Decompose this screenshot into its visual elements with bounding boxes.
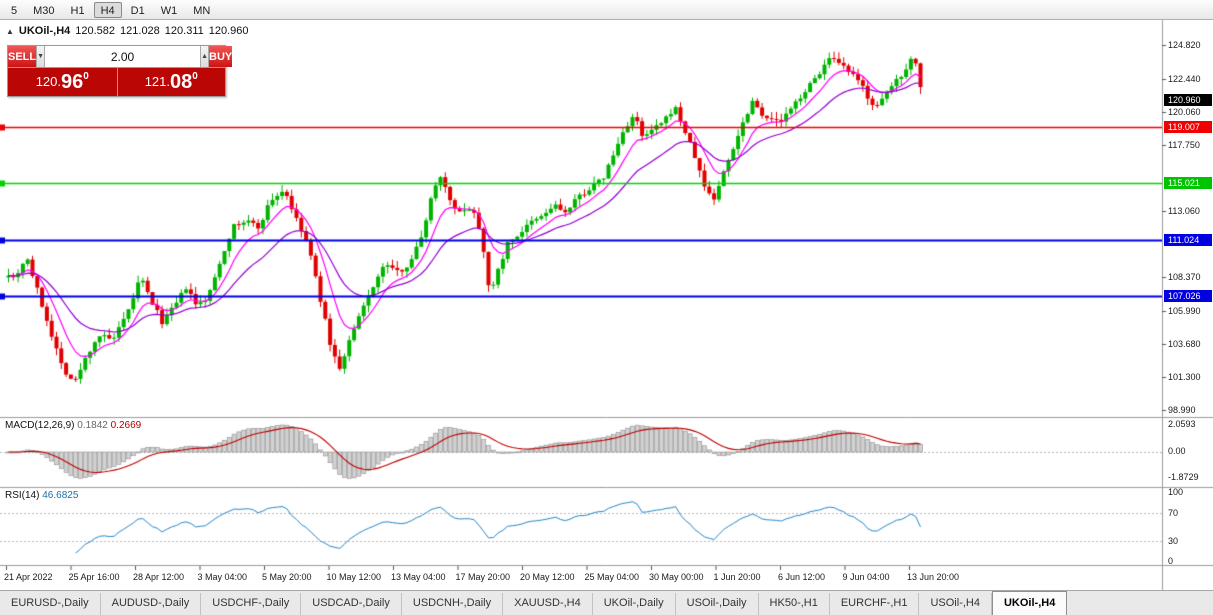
- buy-price-point: 0: [192, 71, 198, 82]
- rsi-axis-label: 70: [1168, 508, 1179, 518]
- macd-signal-value: 0.2669: [110, 420, 142, 431]
- price-axis-label: 103.680: [1168, 338, 1201, 349]
- timeframe-button-w1[interactable]: W1: [160, 4, 178, 17]
- chart-tab-eurusd-daily[interactable]: EURUSD-,Daily: [0, 593, 101, 615]
- price-badge-current: 120.960: [1164, 93, 1212, 106]
- rsi-name: RSI(14): [5, 490, 40, 501]
- time-axis-label: 10 May 12:00: [326, 572, 382, 582]
- time-axis-label: 25 May 04:00: [584, 572, 640, 582]
- timeframe-button-h4[interactable]: H4: [93, 1, 122, 18]
- chart-header: ▲ UKOil-,H4 120.582 121.028 120.311 120.…: [6, 25, 249, 37]
- volume-input[interactable]: [45, 46, 201, 67]
- sell-price-pips: 96: [61, 71, 84, 93]
- price-axis-label: 113.060: [1168, 206, 1200, 217]
- rsi-axis-label: 100: [1168, 487, 1184, 497]
- timeframe-button-d1[interactable]: D1: [130, 4, 145, 17]
- buy-price-figure: 121.: [144, 74, 170, 89]
- chart-symbol-label: UKOil-,H4: [18, 25, 71, 37]
- price-axis-label: 105.990: [1168, 306, 1201, 317]
- chart-tab-hk50-h1[interactable]: HK50-,H1: [759, 593, 830, 615]
- sell-price-figure: 120.: [35, 74, 61, 89]
- ohlc-open: 120.582: [75, 25, 116, 37]
- one-click-trade-panel: SELL ▼ ▲ BUY 120. 96 0 121. 08 0: [7, 45, 233, 97]
- time-axis-label: 30 May 00:00: [649, 572, 704, 582]
- time-axis-label: 25 Apr 16:00: [68, 572, 120, 582]
- price-axis-label: 120.060: [1168, 107, 1201, 118]
- price-badge-blue: 111.024: [1164, 233, 1212, 246]
- macd-axis-label: 2.0593: [1168, 419, 1196, 429]
- trade-panel-toggle-icon[interactable]: ▲: [6, 26, 14, 36]
- buy-price-display[interactable]: 121. 08 0: [116, 68, 225, 96]
- time-axis-label: 6 Jun 12:00: [778, 572, 826, 582]
- volume-increase-button[interactable]: ▲: [200, 46, 209, 67]
- macd-main-value: 0.1842: [77, 420, 108, 431]
- timeframe-toolbar: 5 M30 H1 H4 D1 W1 MN: [0, 0, 1213, 20]
- chart-tab-usdcnh-daily[interactable]: USDCNH-,Daily: [402, 593, 504, 615]
- time-axis-label: 21 Apr 2022: [4, 572, 53, 582]
- ohlc-low: 120.311: [164, 25, 204, 37]
- time-axis-label: 20 May 12:00: [520, 572, 575, 582]
- time-axis-label: 3 May 04:00: [197, 572, 248, 582]
- chart-tab-eurchf-h1[interactable]: EURCHF-,H1: [830, 593, 920, 615]
- price-axis-label: 122.440: [1168, 73, 1201, 84]
- price-badge-blue: 107.026: [1164, 290, 1212, 303]
- rsi-indicator-label: RSI(14) 46.6825: [5, 490, 78, 501]
- time-axis-label: 1 Jun 20:00: [713, 572, 761, 582]
- macd-indicator-label: MACD(12,26,9) 0.1842 0.2669: [5, 420, 141, 431]
- chart-tab-bar: EURUSD-,Daily AUDUSD-,Daily USDCHF-,Daily U…: [0, 590, 1213, 615]
- sell-button[interactable]: SELL: [8, 46, 37, 67]
- ohlc-close: 120.960: [208, 25, 249, 37]
- buy-price-pips: 08: [170, 71, 193, 93]
- price-badge-red: 119.007: [1164, 121, 1212, 134]
- timeframe-button-m30[interactable]: M30: [33, 4, 55, 17]
- timeframe-button-5[interactable]: 5: [11, 4, 18, 17]
- timeframe-button-h1[interactable]: H1: [70, 4, 85, 17]
- price-axis-label: 117.750: [1168, 139, 1200, 150]
- buy-button[interactable]: BUY: [209, 46, 233, 67]
- macd-axis-label: -1.8729: [1168, 472, 1199, 482]
- chart-tab-ukoil-h4[interactable]: UKOil-,H4: [991, 591, 1068, 615]
- time-axis-label: 13 May 04:00: [391, 572, 446, 582]
- chart-tab-usdcad-daily[interactable]: USDCAD-,Daily: [301, 593, 402, 615]
- sell-price-point: 0: [83, 71, 89, 82]
- time-axis-label: 9 Jun 04:00: [842, 572, 890, 582]
- price-axis-label: 124.820: [1168, 40, 1201, 50]
- chart-tab-usoil-h4[interactable]: USOil-,H4: [919, 593, 992, 615]
- chart-tab-xauusd-h4[interactable]: XAUUSD-,H4: [503, 593, 593, 615]
- chart-tab-ukoil-daily[interactable]: UKOil-,Daily: [593, 593, 676, 615]
- rsi-axis-label: 0: [1168, 556, 1174, 566]
- timeframe-button-mn[interactable]: MN: [193, 4, 211, 17]
- volume-decrease-button[interactable]: ▼: [36, 46, 46, 67]
- time-axis-label: 17 May 20:00: [455, 572, 511, 582]
- chart-tab-usoil-daily[interactable]: USOil-,Daily: [676, 593, 759, 615]
- time-axis-label: 5 May 20:00: [262, 572, 312, 582]
- chart-tab-usdchf-daily[interactable]: USDCHF-,Daily: [201, 593, 302, 615]
- time-axis-label: 28 Apr 12:00: [133, 572, 185, 582]
- rsi-axis-label: 30: [1168, 536, 1179, 546]
- rsi-value: 46.6825: [42, 490, 79, 501]
- time-axis-label: 13 Jun 20:00: [907, 572, 960, 582]
- sell-price-display[interactable]: 120. 96 0: [8, 68, 117, 96]
- price-axis-label: 98.990: [1168, 405, 1196, 415]
- macd-axis-label: 0.00: [1168, 446, 1186, 456]
- macd-name: MACD(12,26,9): [5, 420, 75, 431]
- chart-tab-audusd-daily[interactable]: AUDUSD-,Daily: [101, 593, 202, 615]
- price-axis-label: 101.300: [1168, 372, 1201, 383]
- price-axis-label: 108.370: [1168, 272, 1201, 283]
- price-badge-green: 115.021: [1164, 177, 1212, 190]
- ohlc-high: 121.028: [120, 25, 160, 37]
